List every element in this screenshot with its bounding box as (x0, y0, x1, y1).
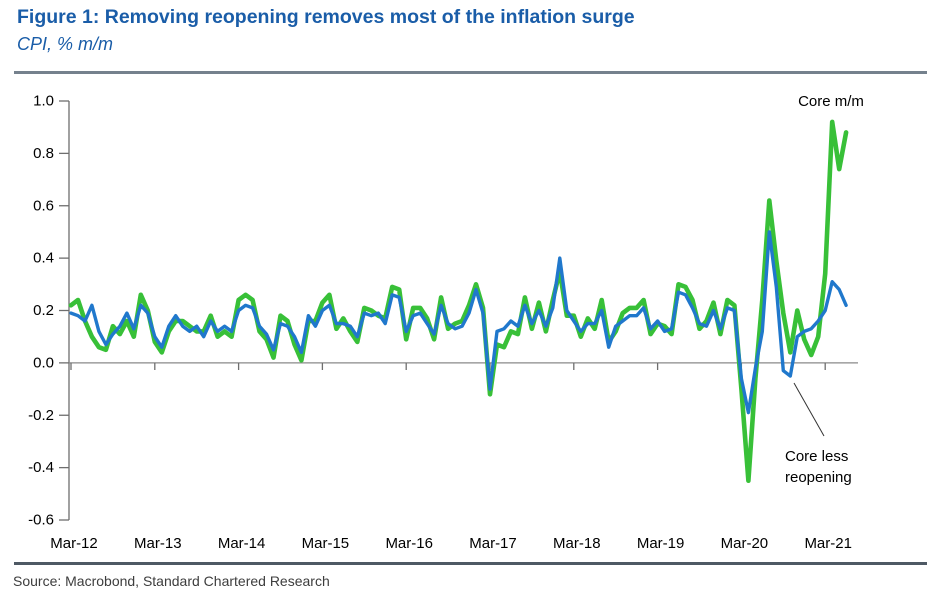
x-axis-tick-label: Mar-18 (553, 535, 601, 552)
bottom-divider (14, 562, 927, 565)
y-axis-tick-label: 0.6 (33, 197, 54, 214)
series-line-core-m-m (68, 119, 849, 484)
x-axis-tick-label: Mar-16 (385, 535, 433, 552)
x-axis-tick-label: Mar-14 (218, 535, 266, 552)
y-axis-tick-label: 1.0 (33, 93, 54, 110)
annotation-pointer-line (793, 382, 825, 437)
x-axis-tick-label: Mar-13 (134, 535, 182, 552)
figure-subtitle: CPI, % m/m (17, 34, 114, 54)
x-axis-tick-label: Mar-19 (637, 535, 685, 552)
figure-title: Figure 1: Removing reopening removes mos… (17, 6, 635, 28)
x-axis-tick-label: Mar-20 (721, 535, 769, 552)
series-label-core-less-reopening: Core less reopening (785, 448, 852, 486)
y-axis-tick-label: 0.0 (33, 354, 54, 371)
x-axis-tick-label: Mar-21 (804, 535, 852, 552)
x-axis-tick-label: Mar-15 (302, 535, 350, 552)
source-note: Source: Macrobond, Standard Chartered Re… (13, 573, 330, 589)
y-axis-tick-label: 0.2 (33, 302, 54, 319)
series-label-core-mm: Core m/m (798, 93, 864, 110)
y-axis-tick-label: -0.2 (28, 407, 54, 424)
y-axis-tick-label: 0.4 (33, 250, 54, 267)
y-axis-tick-label: -0.4 (28, 459, 54, 476)
y-axis-tick-label: -0.6 (28, 512, 54, 529)
y-axis-tick-label: 0.8 (33, 145, 54, 162)
x-axis-tick-label: Mar-12 (50, 535, 98, 552)
top-divider (14, 71, 927, 74)
series-line-core-less-reopening (69, 230, 848, 415)
x-axis-tick-label: Mar-17 (469, 535, 517, 552)
